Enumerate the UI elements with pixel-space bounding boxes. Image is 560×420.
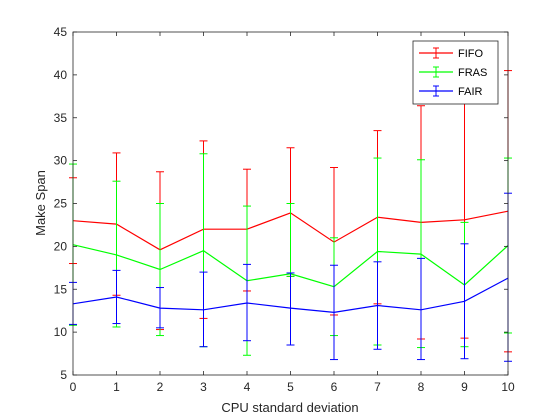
x-tick-label: 6 — [331, 380, 338, 394]
legend-item-fifo: FIFO — [419, 47, 483, 60]
x-tick-label: 1 — [113, 380, 120, 394]
x-tick-label: 4 — [244, 380, 251, 394]
x-tick-label: 3 — [200, 380, 207, 394]
y-tick-label: 35 — [54, 111, 68, 125]
y-tick-label: 25 — [54, 197, 68, 211]
y-tick-label: 5 — [60, 368, 67, 382]
x-tick-label: 2 — [157, 380, 164, 394]
legend-item-fair: FAIR — [419, 85, 483, 98]
y-tick-label: 45 — [54, 25, 68, 39]
y-tick-label: 10 — [54, 325, 68, 339]
x-tick-label: 7 — [374, 380, 381, 394]
y-tick-label: 20 — [54, 239, 68, 253]
fair-line — [72, 277, 509, 314]
x-tick-label: 0 — [70, 380, 77, 394]
legend-label-fras: FRAS — [458, 67, 487, 79]
legend-item-fras: FRAS — [419, 66, 487, 79]
y-axis-title: Make Span — [33, 170, 48, 236]
legend-label-fair: FAIR — [458, 86, 483, 98]
x-tick-label: 10 — [501, 380, 515, 394]
y-tick-label: 40 — [54, 68, 68, 82]
x-axis-title: CPU standard deviation — [221, 400, 358, 415]
x-tick-label: 9 — [461, 380, 468, 394]
legend: FIFO FRAS FAIR — [412, 40, 499, 105]
x-tick-label: 5 — [287, 380, 294, 394]
y-tick-label: 30 — [54, 154, 68, 168]
fair-error-bar — [417, 257, 425, 361]
fair-series — [69, 192, 512, 362]
fair-error-bar — [286, 272, 295, 346]
legend-label-fifo: FIFO — [458, 48, 483, 60]
x-tick-label: 8 — [418, 380, 425, 394]
y-tick-label: 15 — [54, 282, 68, 296]
